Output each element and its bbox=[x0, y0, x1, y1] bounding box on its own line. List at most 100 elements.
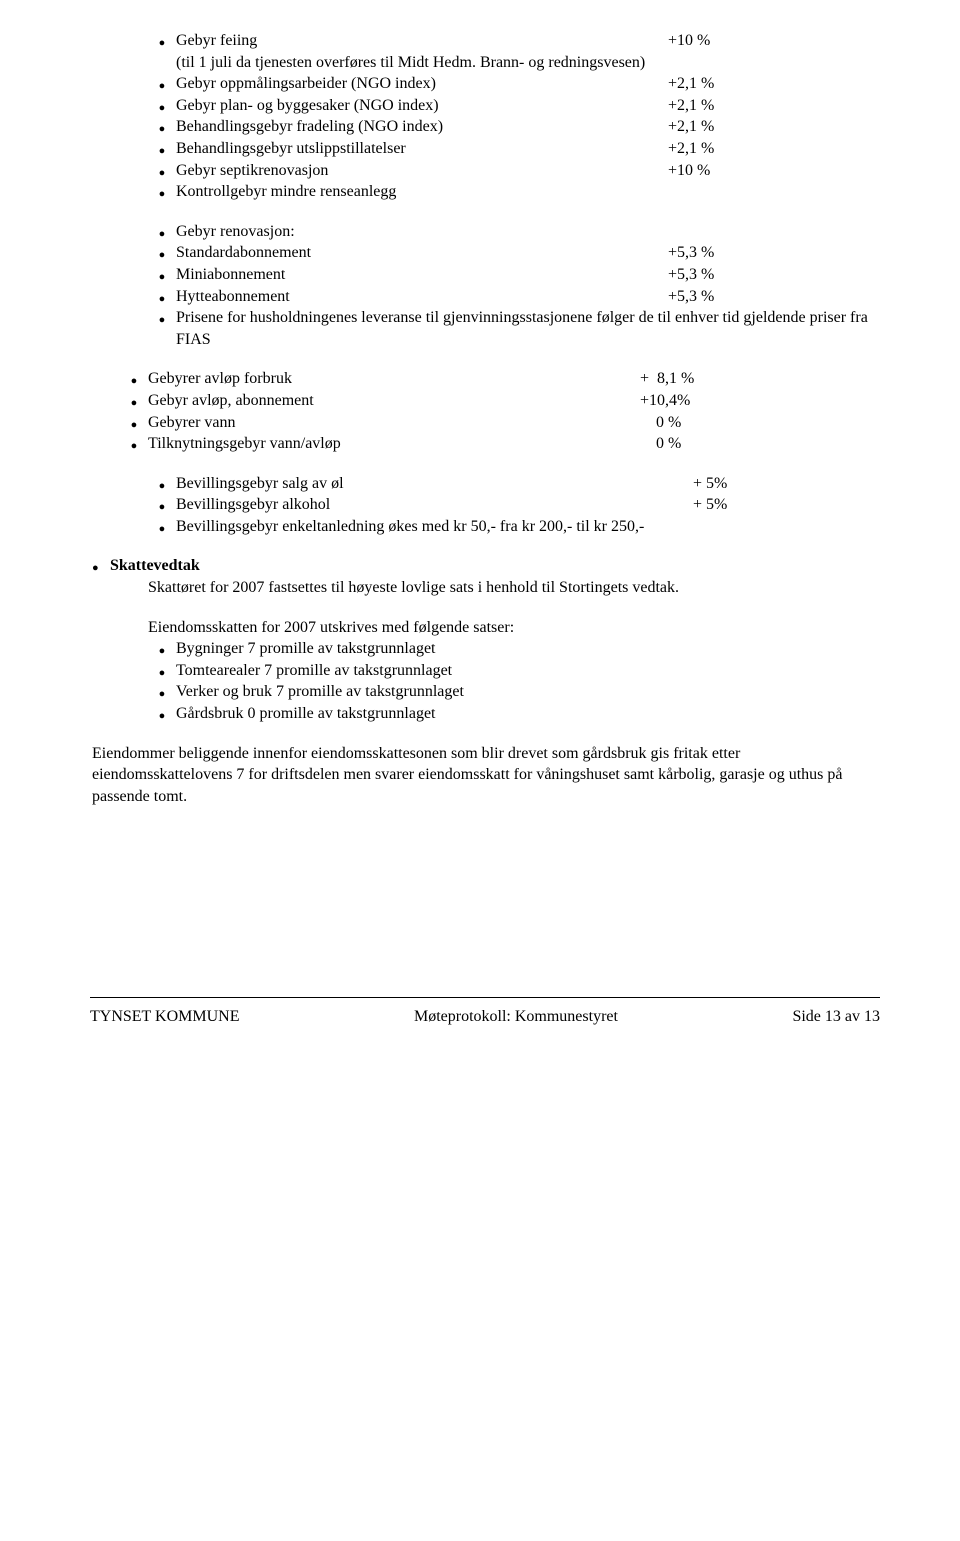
fee-label: Tilknytningsgebyr vann/avløp bbox=[148, 433, 341, 455]
fee-value: +10 % bbox=[668, 160, 710, 182]
fee-value: +10,4% bbox=[640, 390, 690, 412]
fee-row: ● Behandlingsgebyr fradeling (NGO index)… bbox=[148, 116, 870, 138]
renovation-block: ● Gebyr renovasjon: ● Standardabonnement… bbox=[148, 221, 870, 351]
fee-label: Bevillingsgebyr salg av øl bbox=[176, 473, 344, 495]
fee-value: +5,3 % bbox=[668, 242, 714, 264]
fee-value: 0 % bbox=[640, 433, 681, 455]
fee-row: ● Gebyr plan- og byggesaker (NGO index) … bbox=[148, 95, 870, 117]
fee-label: Standardabonnement bbox=[176, 242, 311, 264]
fee-label: Gebyr renovasjon: bbox=[176, 221, 295, 243]
fee-label: Hytteabonnement bbox=[176, 286, 290, 308]
footer-divider bbox=[90, 997, 880, 998]
fee-row: ● Gebyrer vann 0 % bbox=[120, 412, 870, 434]
tax-item-label: Tomtearealer 7 promille av takstgrunnlag… bbox=[176, 660, 452, 682]
fee-row: ● Tilknytningsgebyr vann/avløp 0 % bbox=[120, 433, 870, 455]
fee-label: Gebyr avløp, abonnement bbox=[148, 390, 314, 412]
fee-row: ● Gebyr avløp, abonnement +10,4% bbox=[120, 390, 870, 412]
bullet-icon: ● bbox=[120, 439, 148, 454]
fee-row: ● Behandlingsgebyr utslippstillatelser +… bbox=[148, 138, 870, 160]
fee-label: Kontrollgebyr mindre renseanlegg bbox=[176, 181, 396, 203]
paren-note: (til 1 juli da tjenesten overføres til M… bbox=[176, 52, 646, 74]
tax-item: ● Verker og bruk 7 promille av takstgrun… bbox=[148, 681, 870, 703]
water-block: ● Gebyrer avløp forbruk + 8,1 % ● Gebyr … bbox=[120, 368, 870, 454]
fee-label: Gebyrer vann bbox=[148, 412, 236, 434]
bullet-icon: ● bbox=[148, 666, 176, 681]
fee-row: ● Gebyr oppmålingsarbeider (NGO index) +… bbox=[148, 73, 870, 95]
fee-value: +5,3 % bbox=[668, 286, 714, 308]
bullet-icon: ● bbox=[148, 187, 176, 202]
bullet-icon: ● bbox=[148, 227, 176, 242]
bullet-icon: ● bbox=[148, 709, 176, 724]
bullet-icon: ● bbox=[148, 79, 176, 94]
fee-value: +10 % bbox=[668, 30, 710, 52]
fee-list-block-1: ● Gebyr feiing +10 % (til 1 juli da tjen… bbox=[148, 30, 870, 203]
bullet-icon: ● bbox=[120, 374, 148, 389]
fee-row: ● Bevillingsgebyr salg av øl + 5% bbox=[148, 473, 870, 495]
fee-label: Gebyrer avløp forbruk bbox=[148, 368, 292, 390]
fee-value: +5,3 % bbox=[668, 264, 714, 286]
fee-row: ● Gebyr septikrenovasjon +10 % bbox=[148, 160, 870, 182]
bullet-icon: ● bbox=[148, 500, 176, 515]
tax-item-label: Bygninger 7 promille av takstgrunnlaget bbox=[176, 638, 436, 660]
fee-row: ● Hytteabonnement +5,3 % bbox=[148, 286, 870, 308]
bullet-icon: ● bbox=[148, 122, 176, 137]
bullet-icon: ● bbox=[148, 479, 176, 494]
fee-row: ● Bevillingsgebyr alkohol + 5% bbox=[148, 494, 870, 516]
bullet-icon: ● bbox=[148, 144, 176, 159]
license-block: ● Bevillingsgebyr salg av øl + 5% ● Bevi… bbox=[148, 473, 870, 538]
bullet-icon: ● bbox=[148, 644, 176, 659]
fee-row: ● Standardabonnement +5,3 % bbox=[148, 242, 870, 264]
fee-value: + 5% bbox=[693, 494, 727, 516]
fee-label: Behandlingsgebyr utslippstillatelser bbox=[176, 138, 406, 160]
fee-label: Gebyr feiing bbox=[176, 30, 257, 52]
tax-item-label: Gårdsbruk 0 promille av takstgrunnlaget bbox=[176, 703, 436, 725]
tax-item: ● Tomtearealer 7 promille av takstgrunnl… bbox=[148, 660, 870, 682]
bullet-icon: ● bbox=[148, 522, 176, 537]
fee-label: Bevillingsgebyr alkohol bbox=[176, 494, 330, 516]
renovation-note: Prisene for husholdningenes leveranse ti… bbox=[176, 307, 870, 350]
fee-value: +2,1 % bbox=[668, 73, 714, 95]
fee-value: 0 % bbox=[640, 412, 681, 434]
license-note: Bevillingsgebyr enkeltanledning økes med… bbox=[176, 516, 644, 538]
footer-left: TYNSET KOMMUNE bbox=[90, 1006, 239, 1028]
fee-label: Behandlingsgebyr fradeling (NGO index) bbox=[176, 116, 443, 138]
bullet-icon: ● bbox=[148, 248, 176, 263]
fee-value: + 5% bbox=[693, 473, 727, 495]
tax-item: ● Gårdsbruk 0 promille av takstgrunnlage… bbox=[148, 703, 870, 725]
fee-row: ● Bevillingsgebyr enkeltanledning økes m… bbox=[148, 516, 870, 538]
tax-item-label: Verker og bruk 7 promille av takstgrunnl… bbox=[176, 681, 464, 703]
final-paragraph: Eiendommer beliggende innenfor eiendomss… bbox=[92, 743, 870, 808]
tax-line2: Eiendomsskatten for 2007 utskrives med f… bbox=[148, 617, 870, 639]
bullet-icon: ● bbox=[92, 561, 110, 576]
footer-center: Møteprotokoll: Kommunestyret bbox=[414, 1006, 618, 1028]
tax-item: ● Bygninger 7 promille av takstgrunnlage… bbox=[148, 638, 870, 660]
fee-value: + 8,1 % bbox=[640, 368, 694, 390]
bullet-icon: ● bbox=[148, 313, 176, 328]
fee-row: ● Gebyr renovasjon: bbox=[148, 221, 870, 243]
fee-label: Gebyr septikrenovasjon bbox=[176, 160, 328, 182]
footer-right: Side 13 av 13 bbox=[792, 1006, 880, 1028]
fee-row: ● Prisene for husholdningenes leveranse … bbox=[148, 307, 870, 350]
bullet-icon: ● bbox=[148, 270, 176, 285]
fee-row: ● Gebyrer avløp forbruk + 8,1 % bbox=[120, 368, 870, 390]
fee-label: Gebyr plan- og byggesaker (NGO index) bbox=[176, 95, 439, 117]
fee-value: +2,1 % bbox=[668, 95, 714, 117]
fee-value: +2,1 % bbox=[668, 116, 714, 138]
bullet-icon: ● bbox=[120, 396, 148, 411]
bullet-icon: ● bbox=[148, 292, 176, 307]
bullet-icon: ● bbox=[148, 166, 176, 181]
fee-row: ● Gebyr feiing +10 % bbox=[148, 30, 870, 52]
tax-line1: Skattøret for 2007 fastsettes til høyest… bbox=[148, 577, 870, 599]
bullet-icon: ● bbox=[148, 101, 176, 116]
page-footer: TYNSET KOMMUNE Møteprotokoll: Kommunesty… bbox=[90, 1006, 880, 1068]
bullet-icon: ● bbox=[120, 418, 148, 433]
fee-row: ● Miniabonnement +5,3 % bbox=[148, 264, 870, 286]
tax-title: Skattevedtak bbox=[110, 555, 200, 577]
fee-label: Gebyr oppmålingsarbeider (NGO index) bbox=[176, 73, 436, 95]
bullet-icon: ● bbox=[148, 687, 176, 702]
bullet-icon: ● bbox=[148, 36, 176, 51]
fee-value: +2,1 % bbox=[668, 138, 714, 160]
fee-label: Miniabonnement bbox=[176, 264, 285, 286]
tax-block: ● Skattevedtak Skattøret for 2007 fastse… bbox=[92, 555, 870, 724]
fee-row: ● Kontrollgebyr mindre renseanlegg 0% bbox=[148, 181, 870, 203]
